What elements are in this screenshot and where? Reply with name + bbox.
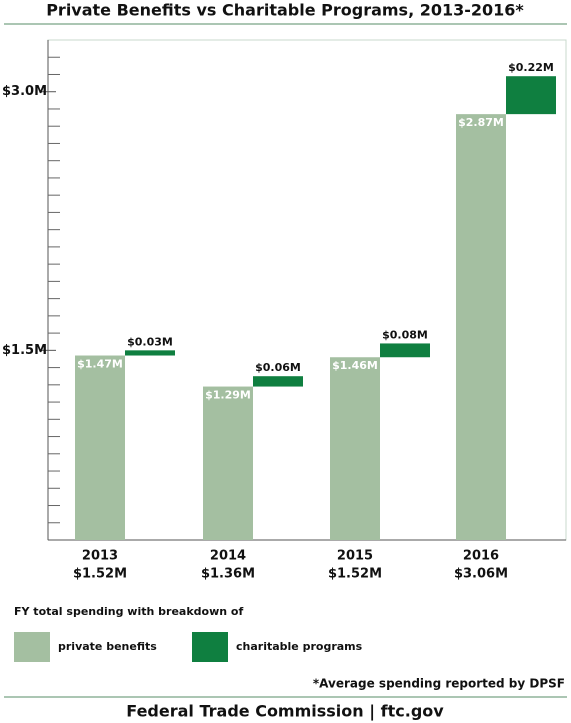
total-label: $1.52M (73, 567, 127, 582)
bar-label: $0.22M (508, 61, 554, 74)
x-tick-label: 2016 (463, 549, 499, 564)
bar-label: $0.08M (382, 328, 428, 341)
legend-swatch (14, 632, 50, 662)
x-tick-label: 2015 (337, 549, 373, 564)
bar-label: $1.29M (205, 389, 251, 402)
bar (380, 343, 430, 358)
bar-label: $2.87M (458, 116, 504, 129)
legend-label: charitable programs (236, 640, 363, 653)
bar (203, 386, 253, 540)
bar (125, 350, 175, 356)
bar (75, 355, 125, 540)
y-tick-label: $1.5M (2, 343, 47, 358)
bar-label: $0.03M (127, 335, 173, 348)
bar-label: $1.46M (332, 359, 378, 372)
x-tick-label: 2013 (82, 549, 118, 564)
footnote: *Average spending reported by DPSF (313, 677, 565, 691)
total-label: $1.52M (328, 567, 382, 582)
legend-title: FY total spending with breakdown of (14, 605, 243, 618)
bar-label: $0.06M (255, 361, 301, 374)
y-tick-label: $3.0M (2, 84, 47, 99)
bar-label: $1.47M (77, 358, 123, 371)
bar (330, 357, 380, 540)
legend-swatch (192, 632, 228, 662)
source: Federal Trade Commission | ftc.gov (126, 702, 444, 722)
bar (456, 114, 506, 540)
bar (253, 376, 303, 387)
total-label: $3.06M (454, 567, 508, 582)
total-label: $1.36M (201, 567, 255, 582)
x-tick-label: 2014 (210, 549, 246, 564)
legend-label: private benefits (58, 640, 157, 653)
bar (506, 76, 556, 115)
chart-title: Private Benefits vs Charitable Programs,… (46, 1, 524, 20)
